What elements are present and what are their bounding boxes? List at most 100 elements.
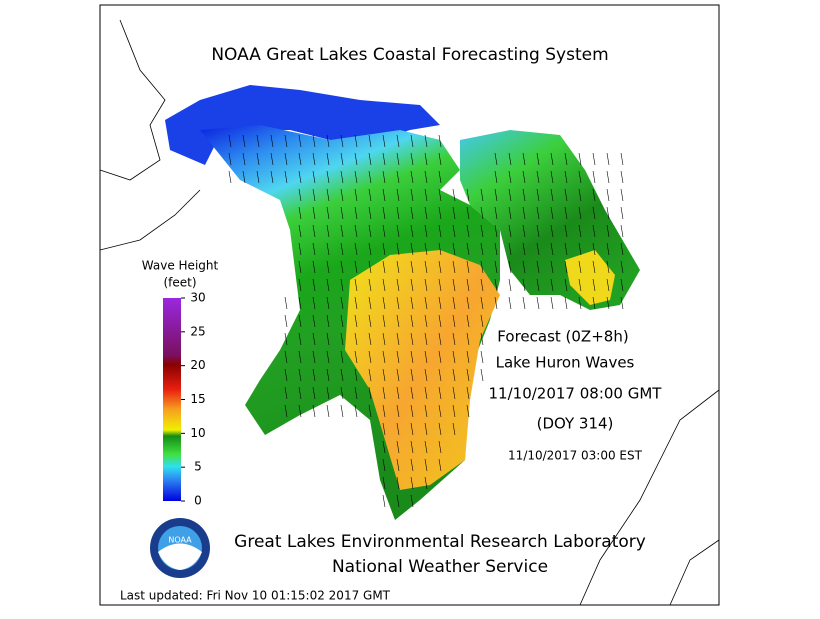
wave-arrow <box>550 296 554 310</box>
wave-arrow <box>466 296 470 310</box>
wave-arrow <box>410 224 414 238</box>
wave-arrow <box>522 260 526 274</box>
wave-arrow <box>298 332 302 346</box>
wave-arrow <box>424 188 428 202</box>
wave-arrow <box>340 152 344 166</box>
wave-arrow <box>382 332 386 346</box>
wave-arrow <box>382 296 386 310</box>
wave-arrow <box>410 404 414 418</box>
wave-arrow <box>298 350 302 364</box>
wave-arrow <box>396 260 400 274</box>
wave-arrow <box>620 296 624 310</box>
wave-arrow <box>326 170 330 184</box>
wave-arrow <box>326 134 330 148</box>
wave-arrow <box>326 386 330 400</box>
wave-arrow <box>424 224 428 238</box>
wave-arrow <box>354 350 358 364</box>
wave-arrow <box>480 332 484 346</box>
wave-arrow <box>298 152 302 166</box>
wave-arrow <box>382 278 386 292</box>
wave-arrow <box>284 350 288 364</box>
wave-arrow <box>438 314 442 328</box>
wave-arrow <box>522 206 526 220</box>
wave-arrow <box>410 206 414 220</box>
wave-arrow <box>564 224 568 238</box>
wave-arrow <box>438 278 442 292</box>
wave-vectors <box>228 134 624 508</box>
wave-arrow <box>494 260 498 274</box>
wave-arrow <box>438 404 442 418</box>
wave-arrow <box>312 332 316 346</box>
wave-arrow <box>438 224 442 238</box>
wave-arrow <box>340 314 344 328</box>
wave-arrow <box>298 206 302 220</box>
wave-arrow <box>606 296 610 310</box>
wave-arrow <box>424 314 428 328</box>
wave-arrow <box>480 242 484 256</box>
wave-arrow <box>340 134 344 148</box>
wave-arrow <box>340 332 344 346</box>
wave-arrow <box>494 170 498 184</box>
wave-arrow <box>340 206 344 220</box>
wave-arrow <box>494 188 498 202</box>
wave-arrow <box>354 368 358 382</box>
wave-arrow <box>578 152 582 166</box>
wave-arrow <box>410 242 414 256</box>
wave-arrow <box>620 278 624 292</box>
wave-arrow <box>452 386 456 400</box>
title: NOAA Great Lakes Coastal Forecasting Sys… <box>211 45 608 65</box>
wave-arrow <box>564 278 568 292</box>
wave-arrow <box>480 188 484 202</box>
wave-arrow <box>326 260 330 274</box>
wave-arrow <box>438 188 442 202</box>
wave-arrow <box>326 332 330 346</box>
wave-arrow <box>564 170 568 184</box>
wave-arrow <box>536 170 540 184</box>
wave-arrow <box>550 242 554 256</box>
wave-arrow <box>578 206 582 220</box>
georgian-peak <box>565 250 615 305</box>
wave-arrow <box>312 404 316 418</box>
wave-arrow <box>298 386 302 400</box>
wave-arrow <box>522 278 526 292</box>
wave-arrow <box>508 296 512 310</box>
wave-arrow <box>480 278 484 292</box>
wave-arrow <box>424 296 428 310</box>
wave-arrow <box>382 350 386 364</box>
wave-arrow <box>298 404 302 418</box>
wave-arrow <box>382 170 386 184</box>
wave-arrow <box>410 134 414 148</box>
wave-arrow <box>368 224 372 238</box>
wave-arrow <box>340 368 344 382</box>
wave-arrow <box>382 494 386 508</box>
wave-arrow <box>536 242 540 256</box>
wave-arrow <box>284 152 288 166</box>
wave-arrow <box>312 314 316 328</box>
wave-arrow <box>396 152 400 166</box>
wave-arrow <box>326 350 330 364</box>
wave-arrow <box>312 224 316 238</box>
wave-arrow <box>606 152 610 166</box>
wave-arrow <box>326 368 330 382</box>
wave-arrow <box>606 188 610 202</box>
wave-arrow <box>410 422 414 436</box>
wave-arrow <box>606 170 610 184</box>
wave-arrow <box>284 314 288 328</box>
wave-arrow <box>424 152 428 166</box>
wave-arrow <box>424 350 428 364</box>
wave-arrow <box>340 188 344 202</box>
wave-arrow <box>466 188 470 202</box>
wave-arrow <box>578 170 582 184</box>
high-wave-zone <box>345 250 500 490</box>
wave-arrow <box>536 152 540 166</box>
wave-arrow <box>354 332 358 346</box>
wave-arrow <box>564 206 568 220</box>
wave-arrow <box>340 260 344 274</box>
wave-arrow <box>340 224 344 238</box>
wave-arrow <box>494 242 498 256</box>
wave-arrow <box>424 170 428 184</box>
wave-arrow <box>438 152 442 166</box>
wave-arrow <box>452 260 456 274</box>
wave-arrow <box>326 404 330 418</box>
wave-arrow <box>410 350 414 364</box>
